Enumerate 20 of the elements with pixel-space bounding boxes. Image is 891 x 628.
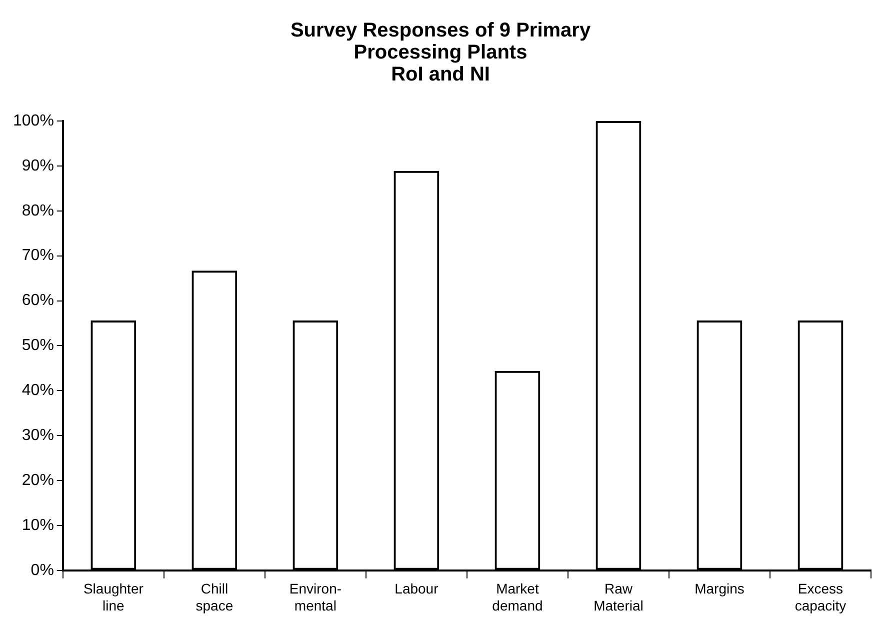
y-tick-label: 30% <box>22 426 54 444</box>
y-tick-label: 80% <box>22 202 54 220</box>
y-tick-label: 0% <box>30 562 54 579</box>
x-tick-label: Labour <box>394 580 439 597</box>
y-tick-label: 90% <box>22 157 54 174</box>
chart-title: Survey Responses of 9 Primary Processing Plants RoI and NI <box>290 20 592 86</box>
y-tick-label: 40% <box>22 382 54 400</box>
x-tick-label: Excess capacity <box>794 580 846 614</box>
y-tick-label: 100% <box>13 112 54 130</box>
x-tick-label: Market demand <box>492 580 543 614</box>
y-tick-label: 60% <box>22 292 54 310</box>
y-tick-label: 50% <box>22 337 54 354</box>
y-tick-label: 10% <box>22 516 54 534</box>
x-tick-label: Slaughter line <box>83 580 144 614</box>
x-tick-label: Chill space <box>196 580 234 614</box>
y-tick-label: 20% <box>22 472 54 489</box>
x-tick-label: Margins <box>694 580 744 597</box>
x-tick-label: Raw Material <box>594 580 644 614</box>
y-tick-label: 70% <box>22 247 54 264</box>
x-tick-label: Environ- mental <box>289 580 342 614</box>
